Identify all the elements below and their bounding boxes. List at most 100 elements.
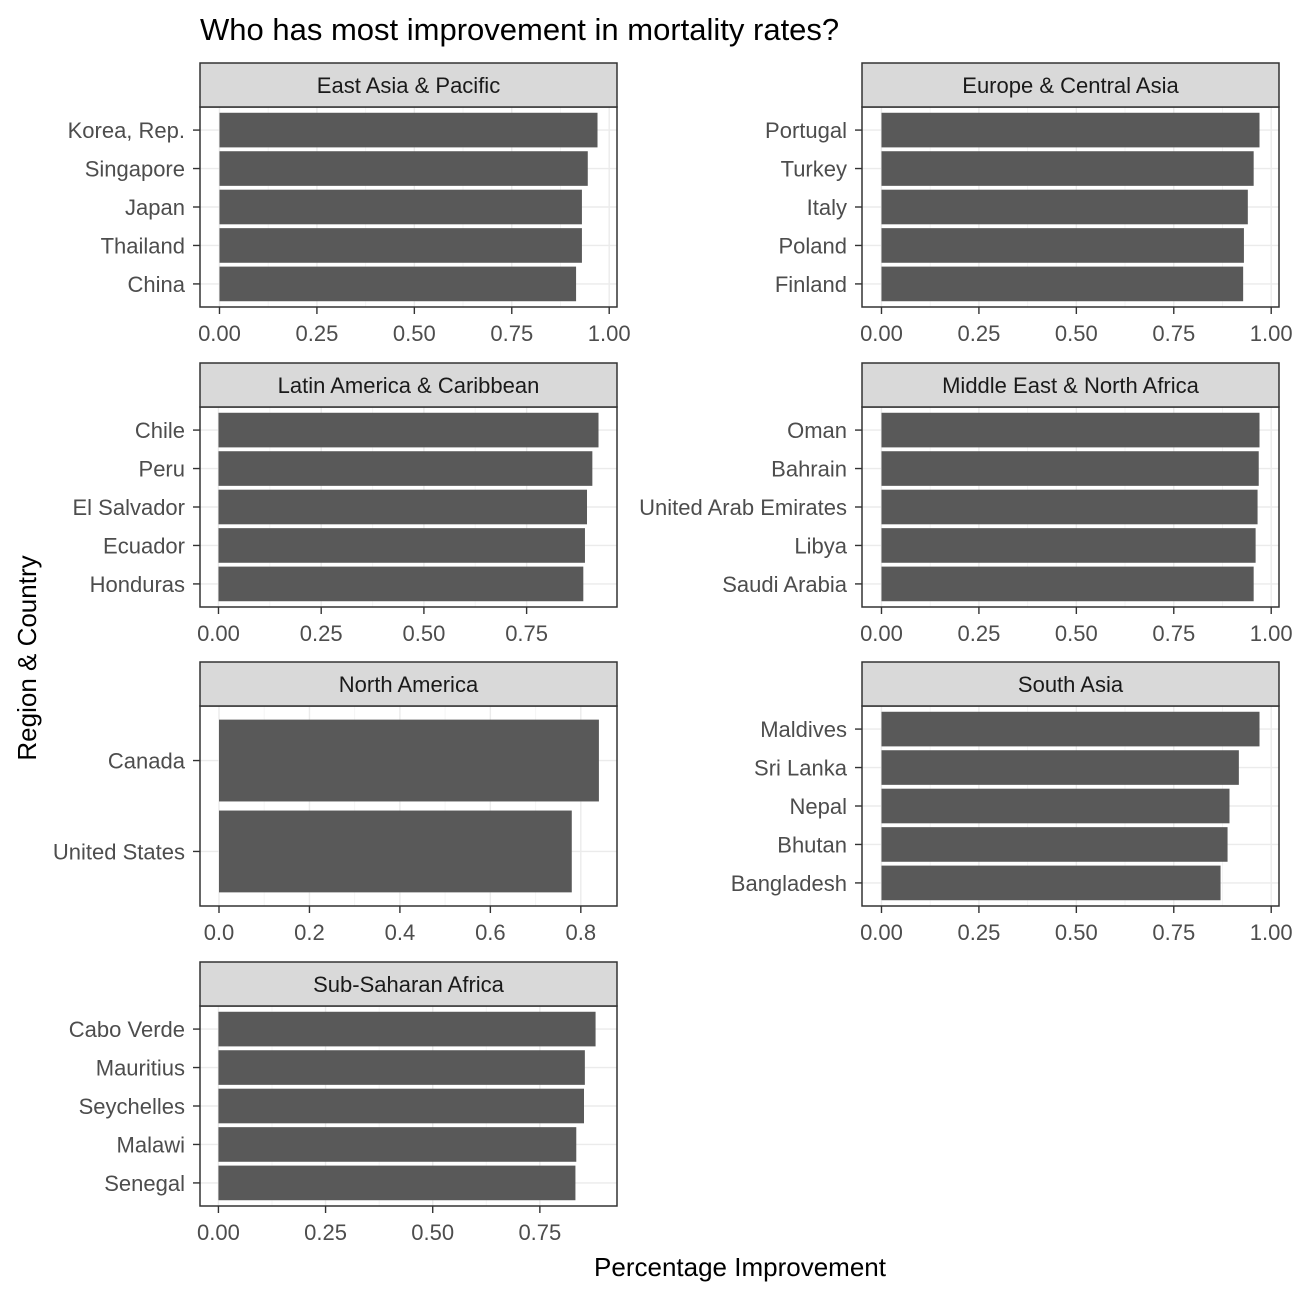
facet-strip-label: East Asia & Pacific <box>317 73 500 98</box>
x-axis-title: Percentage Improvement <box>594 1252 887 1282</box>
facet-strip <box>199 961 618 1007</box>
facet-panel: East Asia & Pacific Korea, Rep. Singapore J… <box>68 62 631 346</box>
facet-strip <box>861 661 1280 707</box>
bar <box>881 711 1260 747</box>
facet-panels: East Asia & Pacific Korea, Rep. Singapore J… <box>53 62 1293 1245</box>
y-tick-label: Japan <box>125 195 185 220</box>
bar <box>218 1088 584 1124</box>
x-tick-label: 0.25 <box>958 321 1001 346</box>
bar <box>218 719 599 802</box>
x-tick-label: 0.75 <box>1152 321 1195 346</box>
y-tick-label: Senegal <box>104 1171 185 1196</box>
x-tick-label: 0.50 <box>1055 321 1098 346</box>
bar <box>881 566 1254 602</box>
x-tick-label: 0.25 <box>958 920 1001 945</box>
bar <box>881 189 1248 225</box>
facet-panel: Latin America & Caribbean Chile Peru El Sal… <box>72 362 618 646</box>
x-tick-label: 1.00 <box>1250 920 1293 945</box>
facet-strip-label: Europe & Central Asia <box>962 73 1179 98</box>
bar <box>881 112 1260 148</box>
bar <box>881 865 1221 901</box>
x-tick-label: 1.00 <box>588 321 631 346</box>
y-tick-label: Finland <box>775 272 847 297</box>
x-tick-label: 0.0 <box>204 920 235 945</box>
bar <box>218 1011 596 1047</box>
x-tick-label: 0.75 <box>518 1220 561 1245</box>
y-tick-label: Turkey <box>781 157 847 182</box>
bar <box>881 489 1258 525</box>
bar <box>219 228 582 263</box>
bar <box>219 151 588 186</box>
y-tick-label: El Salvador <box>72 495 185 520</box>
x-tick-label: 0.4 <box>385 920 416 945</box>
y-tick-label: Bangladesh <box>731 871 847 896</box>
x-tick-label: 0.50 <box>402 621 445 646</box>
bar <box>881 750 1239 785</box>
facet-panel: South Asia Maldives Sri Lanka Nepal Bhutan Ba… <box>731 661 1293 945</box>
x-tick-label: 0.75 <box>1152 920 1195 945</box>
y-tick-label: Malawi <box>117 1132 185 1157</box>
bar <box>218 1127 577 1162</box>
bar <box>881 228 1244 263</box>
facet-strip-label: Middle East & North Africa <box>942 373 1200 398</box>
x-tick-label: 0.50 <box>411 1220 454 1245</box>
bar <box>218 451 593 486</box>
bar <box>881 266 1244 302</box>
y-tick-label: Seychelles <box>79 1094 185 1119</box>
y-tick-label: Portugal <box>765 118 847 143</box>
facet-strip-label: North America <box>339 672 479 697</box>
facet-panel: Sub-Saharan Africa Cabo Verde Mauritius Sey… <box>69 961 618 1245</box>
facet-panel: Europe & Central Asia Portugal Turkey Italy… <box>765 62 1293 346</box>
x-tick-label: 0.2 <box>294 920 325 945</box>
bar <box>218 1165 576 1201</box>
y-tick-label: Saudi Arabia <box>722 572 848 597</box>
bar <box>219 112 598 148</box>
y-tick-label: Thailand <box>101 233 185 258</box>
y-tick-label: Nepal <box>790 794 847 819</box>
x-tick-label: 0.00 <box>860 920 903 945</box>
x-tick-label: 0.75 <box>1152 621 1195 646</box>
bar <box>218 810 572 893</box>
y-tick-label: Peru <box>139 457 185 482</box>
facet-strip <box>861 62 1280 108</box>
x-tick-label: 0.25 <box>958 621 1001 646</box>
bar <box>881 151 1254 186</box>
x-tick-label: 0.00 <box>860 621 903 646</box>
y-tick-label: Ecuador <box>103 533 185 558</box>
facet-strip <box>861 362 1280 408</box>
y-tick-label: Libya <box>794 533 847 558</box>
y-tick-label: Singapore <box>85 157 185 182</box>
x-tick-label: 0.00 <box>198 321 241 346</box>
x-tick-label: 1.00 <box>1250 321 1293 346</box>
x-tick-label: 0.6 <box>475 920 506 945</box>
bar <box>881 827 1228 862</box>
bar <box>881 528 1256 563</box>
facet-panel: North America Canada United States 0.0 0.2 0.… <box>53 661 618 945</box>
facet-strip <box>199 661 618 707</box>
x-tick-label: 0.00 <box>197 621 240 646</box>
y-axis-title: Region & Country <box>12 555 42 760</box>
y-tick-label: Mauritius <box>96 1056 185 1081</box>
y-tick-label: Honduras <box>90 572 185 597</box>
y-tick-label: Cabo Verde <box>69 1017 185 1042</box>
x-tick-label: 0.25 <box>300 621 343 646</box>
bar <box>881 412 1260 448</box>
x-tick-label: 0.50 <box>1055 920 1098 945</box>
y-tick-label: United States <box>53 839 185 864</box>
facet-strip-label: South Asia <box>1018 672 1124 697</box>
x-tick-label: 0.75 <box>505 621 548 646</box>
y-tick-label: Italy <box>807 195 847 220</box>
bar <box>218 528 585 563</box>
x-tick-label: 0.50 <box>1055 621 1098 646</box>
x-tick-label: 0.50 <box>393 321 436 346</box>
chart-title: Who has most improvement in mortality ra… <box>200 12 839 47</box>
y-tick-label: United Arab Emirates <box>639 495 847 520</box>
x-tick-label: 0.25 <box>304 1220 347 1245</box>
x-tick-label: 0.00 <box>860 321 903 346</box>
bar <box>219 189 582 225</box>
y-tick-label: Bahrain <box>771 457 847 482</box>
bar <box>881 451 1259 486</box>
x-tick-label: 1.00 <box>1250 621 1293 646</box>
y-tick-label: Sri Lanka <box>754 756 848 781</box>
y-tick-label: Maldives <box>760 717 847 742</box>
